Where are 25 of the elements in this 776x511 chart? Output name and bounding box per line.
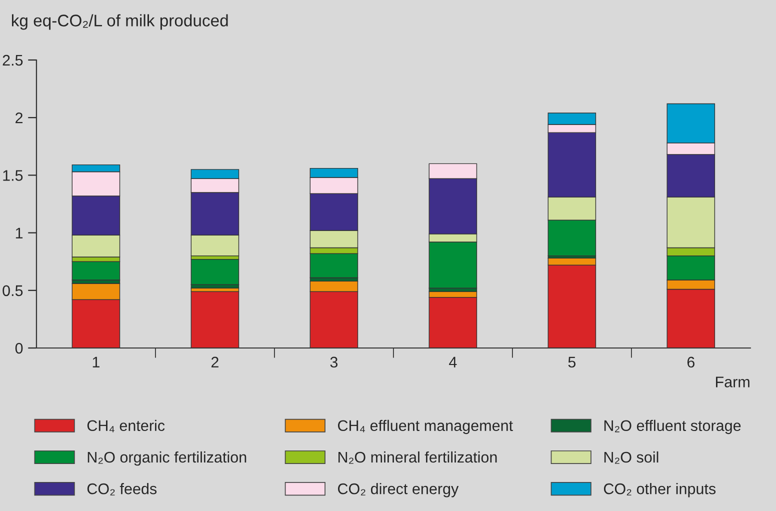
y-tick-label: 0.5: [2, 285, 23, 296]
bar: [72, 261, 120, 280]
x-tick-label: 3: [330, 356, 338, 368]
legend-label: CO₂ other inputs: [604, 483, 716, 498]
x-tick-label: 4: [449, 356, 457, 368]
bar: [190, 258, 240, 285]
x-tick-label: 1: [92, 356, 100, 368]
y-tick-label: 1.5: [3, 170, 23, 181]
y-tick-label: 2.5: [2, 54, 23, 66]
legend-label: N₂O mineral fertilization: [338, 451, 497, 464]
x-tick-label: 5: [568, 356, 576, 368]
legend-label: N₂O soil: [604, 451, 658, 464]
y-tick-label: 0: [15, 342, 23, 354]
legend-label: CO₂ direct energy: [338, 483, 459, 498]
x-tick-label: 2: [211, 356, 218, 368]
legend-label: N₂O organic fertilization: [88, 451, 246, 466]
legend-label: N₂O effluent storage: [604, 420, 741, 434]
y-axis-title: kg eq-CO₂/L of milk produced: [12, 14, 228, 30]
y-tick-label: 1: [16, 228, 23, 238]
legend-label: CH₄ effluent management: [338, 420, 513, 434]
x-axis-title: Farm: [716, 376, 750, 388]
legend-label: CH₄ enteric: [87, 420, 165, 432]
y-tick-label: 2: [16, 112, 23, 124]
legend-label: CO₂ feeds: [87, 483, 157, 496]
x-tick-label: 6: [687, 356, 694, 368]
